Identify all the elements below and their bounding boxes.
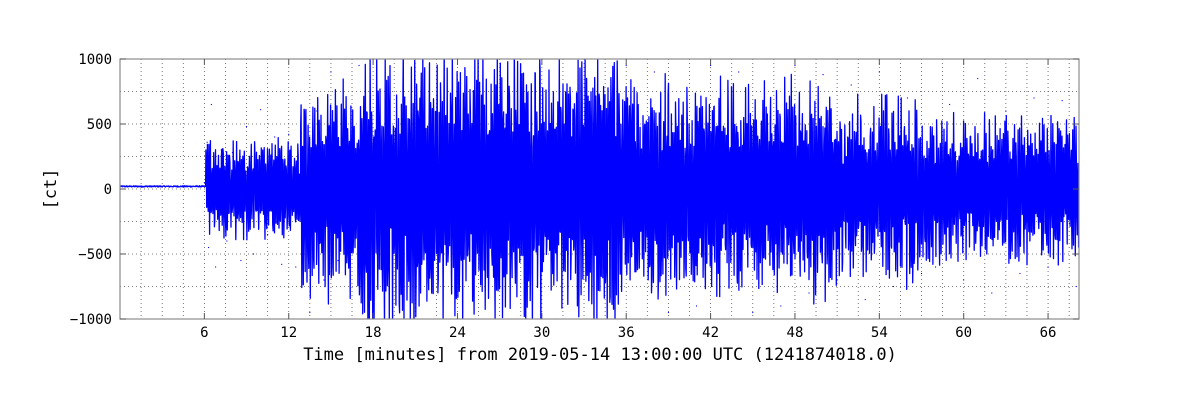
data-point (963, 279, 964, 280)
data-point (176, 186, 177, 187)
data-point (1076, 286, 1077, 287)
data-point (148, 186, 149, 187)
data-point (780, 305, 781, 306)
data-point (654, 71, 655, 72)
data-point (949, 104, 950, 105)
data-point (246, 126, 247, 127)
data-point (301, 133, 302, 134)
data-point (232, 152, 233, 153)
data-point (794, 65, 795, 66)
data-point (240, 260, 241, 261)
x-tick-label: 54 (871, 325, 888, 341)
data-point (907, 97, 908, 98)
x-tick-label: 12 (280, 325, 297, 341)
data-point (834, 169, 835, 170)
data-point (202, 186, 203, 187)
data-point (921, 273, 922, 274)
data-point (1047, 266, 1048, 267)
data-point (626, 65, 627, 66)
x-tick-label: 48 (787, 325, 804, 341)
y-tick-label: 500 (87, 117, 112, 133)
y-axis-label: [ct] (41, 169, 61, 210)
data-point (696, 305, 697, 306)
data-point (710, 65, 711, 66)
data-point (226, 240, 227, 241)
data-point (260, 109, 261, 110)
x-tick-label: 66 (1040, 325, 1057, 341)
x-tick-label: 60 (955, 325, 972, 341)
x-tick-label: 24 (449, 325, 466, 341)
data-point (221, 149, 222, 150)
data-point (309, 312, 310, 313)
data-point (1019, 273, 1020, 274)
data-point (822, 74, 823, 75)
x-tick-label: 36 (618, 325, 635, 341)
x-tick-label: 6 (200, 325, 208, 341)
data-point (1062, 100, 1063, 101)
data-point (668, 312, 669, 313)
data-point (808, 292, 809, 293)
data-point (752, 312, 753, 313)
data-point (323, 279, 324, 280)
data-point (281, 264, 282, 265)
data-point (977, 78, 978, 79)
data-point (865, 299, 866, 300)
data-point (204, 182, 205, 183)
data-point (358, 65, 359, 66)
data-point (295, 266, 296, 267)
data-point (288, 134, 289, 135)
data-point (935, 266, 936, 267)
data-point (208, 247, 209, 248)
data-point (851, 84, 852, 85)
data-point (925, 175, 926, 176)
data-point (207, 142, 208, 143)
data-point (837, 279, 838, 280)
data-point (267, 234, 268, 235)
data-point (330, 71, 331, 72)
data-point (211, 104, 212, 105)
data-point (893, 286, 894, 287)
data-point (879, 71, 880, 72)
data-point (316, 110, 317, 111)
y-tick-label: −1000 (70, 312, 112, 328)
y-tick-label: 1000 (78, 52, 112, 68)
x-tick-label: 30 (533, 325, 550, 341)
data-point (274, 136, 275, 137)
data-point (991, 292, 992, 293)
data-point (215, 266, 216, 267)
x-axis-label: Time [minutes] from 2019-05-14 13:00:00 … (303, 345, 897, 365)
y-tick-label: 0 (104, 182, 112, 198)
data-point (253, 253, 254, 254)
x-tick-label: 18 (365, 325, 382, 341)
data-point (1033, 97, 1034, 98)
data-point (1005, 110, 1006, 111)
data-point (738, 71, 739, 72)
y-tick-label: −500 (78, 247, 112, 263)
x-tick-label: 42 (702, 325, 719, 341)
data-point (337, 260, 338, 261)
